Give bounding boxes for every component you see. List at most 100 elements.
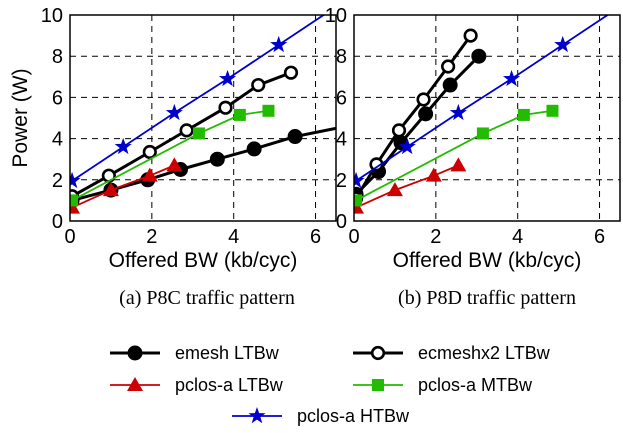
legend-marker bbox=[127, 345, 143, 361]
series-pclos-a-htbw bbox=[354, 15, 610, 189]
x-tick-label: 6 bbox=[310, 226, 321, 248]
series-line bbox=[355, 109, 553, 202]
x-tick-label: 0 bbox=[64, 226, 75, 248]
data-point bbox=[502, 69, 521, 87]
data-point bbox=[262, 104, 275, 117]
legend-item: pclos-a MTBw bbox=[353, 375, 533, 395]
x-tick-label: 2 bbox=[430, 226, 441, 248]
data-point bbox=[142, 144, 157, 160]
data-point bbox=[463, 28, 478, 43]
data-point bbox=[354, 171, 365, 189]
legend-label: ecmeshx2 LTBw bbox=[418, 343, 551, 363]
data-point bbox=[283, 65, 299, 80]
data-point bbox=[209, 151, 225, 167]
legend-marker bbox=[372, 379, 384, 391]
data-point bbox=[442, 77, 458, 93]
legend: emesh LTBw ecmeshx2 LTBw pclos-a LTBw pclos… bbox=[110, 343, 551, 426]
data-point bbox=[246, 141, 262, 157]
plot-frame bbox=[353, 14, 621, 222]
data-point bbox=[441, 59, 456, 74]
legend-item: emesh LTBw bbox=[110, 343, 280, 363]
data-point bbox=[450, 157, 467, 172]
data-point bbox=[70, 194, 79, 207]
series-line bbox=[71, 15, 326, 182]
series-line bbox=[355, 164, 459, 209]
data-point bbox=[449, 103, 467, 121]
data-point bbox=[114, 137, 132, 155]
panel-caption: (a) P8C traffic pattern bbox=[119, 287, 295, 309]
legend-marker bbox=[370, 345, 386, 361]
y-tick-label: 8 bbox=[52, 46, 63, 68]
data-point bbox=[416, 92, 431, 107]
series-emesh-ltbw bbox=[354, 48, 487, 202]
y-tick-label: 0 bbox=[336, 211, 347, 233]
legend-item: pclos-a LTBw bbox=[110, 375, 284, 395]
series-pclos-a-htbw bbox=[70, 15, 326, 189]
series-group bbox=[354, 15, 610, 214]
data-point bbox=[391, 123, 407, 138]
series-group bbox=[70, 15, 336, 214]
series-line bbox=[355, 15, 610, 182]
data-point bbox=[517, 108, 530, 121]
data-point bbox=[102, 182, 119, 197]
data-point bbox=[166, 157, 183, 172]
x-tick-label: 4 bbox=[512, 226, 523, 248]
data-point bbox=[546, 104, 559, 117]
series-line bbox=[71, 109, 269, 202]
legend-item: ecmeshx2 LTBw bbox=[353, 343, 551, 363]
y-tick-label: 4 bbox=[336, 129, 347, 151]
data-point bbox=[141, 167, 158, 182]
legend-label: emesh LTBw bbox=[175, 343, 280, 363]
panel-caption: (b) P8D traffic pattern bbox=[398, 287, 576, 309]
legend-label: pclos-a HTBw bbox=[297, 406, 410, 426]
series-pclos-a-ltbw bbox=[70, 157, 183, 214]
y-axis-label: Power (W) bbox=[9, 68, 32, 167]
series-ecmeshx2-ltbw bbox=[70, 65, 299, 204]
data-point bbox=[233, 108, 246, 121]
data-point bbox=[354, 194, 363, 207]
series-pclos-a-mtbw bbox=[70, 104, 275, 207]
legend-label: pclos-a MTBw bbox=[418, 375, 533, 395]
legend-item: pclos-a HTBw bbox=[232, 406, 410, 426]
data-point bbox=[192, 127, 205, 140]
panel-a: 0 2 4 6 0 2 4 6 8 10 Offered BW (kb/cyc) Power (W) (… bbox=[9, 5, 337, 309]
y-tick-label: 6 bbox=[52, 87, 63, 109]
data-point bbox=[425, 167, 442, 182]
data-point bbox=[70, 171, 81, 189]
data-point bbox=[418, 106, 434, 122]
y-tick-label: 4 bbox=[52, 129, 63, 151]
data-point bbox=[218, 69, 237, 87]
data-point bbox=[398, 137, 416, 155]
panel-b: 0 2 4 6 0 2 4 6 8 10 Offered BW (kb/cyc) (b) P8D tr… bbox=[325, 5, 621, 309]
data-point bbox=[165, 103, 183, 121]
data-point bbox=[386, 182, 403, 197]
x-tick-label: 4 bbox=[228, 226, 239, 248]
data-point bbox=[179, 123, 194, 138]
y-tick-label: 0 bbox=[52, 211, 63, 233]
x-axis-label: Offered BW (kb/cyc) bbox=[393, 249, 582, 272]
data-point bbox=[251, 77, 266, 93]
series-pclos-a-ltbw bbox=[354, 157, 467, 214]
data-point bbox=[218, 100, 233, 115]
x-tick-label: 2 bbox=[146, 226, 157, 248]
y-tick-label: 2 bbox=[336, 170, 347, 192]
legend-marker bbox=[248, 407, 266, 424]
y-tick-label: 10 bbox=[325, 5, 347, 27]
data-point bbox=[287, 129, 303, 145]
data-point bbox=[554, 35, 572, 53]
x-axis-label: Offered BW (kb/cyc) bbox=[109, 249, 298, 272]
y-tick-label: 2 bbox=[52, 170, 63, 192]
y-tick-label: 10 bbox=[41, 5, 63, 27]
y-tick-label: 6 bbox=[336, 87, 347, 109]
y-tick-label: 8 bbox=[336, 46, 347, 68]
plot-frame bbox=[69, 14, 337, 222]
series-line bbox=[71, 164, 175, 209]
series-pclos-a-mtbw bbox=[354, 104, 559, 207]
legend-label: pclos-a LTBw bbox=[175, 375, 284, 395]
x-tick-label: 0 bbox=[348, 226, 359, 248]
data-point bbox=[476, 127, 489, 140]
data-point bbox=[270, 35, 288, 53]
legend-marker bbox=[127, 377, 143, 391]
